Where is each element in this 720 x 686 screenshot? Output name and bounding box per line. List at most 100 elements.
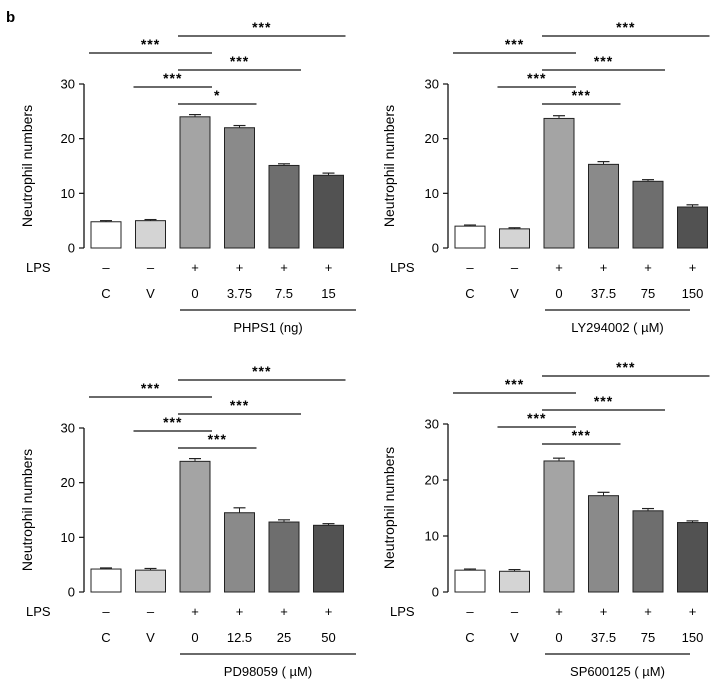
lps-marker: + [325,260,333,275]
significance-label: *** [505,376,524,392]
category-label: 37.5 [591,630,616,645]
lps-marker: + [689,604,697,619]
chart-panel-4: 0 10 20 30 Neutrophil numbers LPS – – + + + + C V 0 37.… [381,359,710,679]
bar-3.75 [224,127,255,249]
lps-row-label: LPS [26,604,51,619]
group-label: SP600125 ( µM) [570,664,665,679]
charts-grid: 0 10 20 30 Neutrophil numbers LPS – – + + + + C V 0 3.7… [19,19,710,679]
y-tick-label: 0 [68,241,75,256]
y-axis-label: Neutrophil numbers [19,449,35,571]
category-label: 150 [682,286,704,301]
bar-V [499,228,530,249]
lps-marker: + [644,604,652,619]
significance-label: *** [163,414,182,430]
lps-marker: – [147,260,155,275]
category-label: C [101,286,110,301]
y-tick-label: 30 [61,77,75,92]
bar-150 [677,522,708,593]
bar-V [135,569,166,593]
bar-37.5 [588,495,619,593]
bar-75 [632,180,664,249]
y-tick-label: 30 [61,421,75,436]
y-axis-label: Neutrophil numbers [19,105,35,227]
lps-marker: + [280,260,288,275]
group-label: PD98059 ( µM) [224,664,312,679]
bar-15 [313,174,344,249]
significance-label: *** [505,36,524,52]
lps-marker: + [191,260,199,275]
significance-label: *** [527,410,546,426]
bar-0 [543,460,575,593]
group-label: PHPS1 (ng) [233,320,302,335]
bar-7.5 [268,164,300,249]
lps-marker: + [555,604,563,619]
y-axis-label: Neutrophil numbers [381,105,397,227]
lps-marker: – [466,260,474,275]
lps-row-label: LPS [26,260,51,275]
bar-V [499,570,530,593]
significance-label: * [214,87,220,103]
significance-label: *** [572,87,591,103]
significance-label: *** [572,427,591,443]
bar-C [454,569,486,593]
bar-0 [543,117,575,249]
y-tick-label: 10 [425,529,439,544]
significance-label: *** [252,19,271,35]
lps-marker: + [600,260,608,275]
category-label: V [510,286,519,301]
category-label: C [101,630,110,645]
category-label: 37.5 [591,286,616,301]
y-tick-label: 20 [61,131,75,146]
chart-panel-1: 0 10 20 30 Neutrophil numbers LPS – – + + + + C V 0 3.7… [19,19,356,335]
bar-C [90,221,122,249]
significance-label: *** [527,70,546,86]
y-tick-label: 0 [432,241,439,256]
significance-label: *** [594,393,613,409]
category-label: 0 [191,286,198,301]
bar-25 [268,521,300,593]
lps-marker: – [102,260,110,275]
y-tick-label: 30 [425,417,439,432]
y-tick-label: 0 [68,585,75,600]
category-label: 0 [555,286,562,301]
bar-V [135,220,166,249]
category-label: C [465,286,474,301]
group-label: LY294002 ( µM) [571,320,664,335]
lps-marker: – [511,260,519,275]
category-label: V [510,630,519,645]
bar-150 [677,206,708,249]
significance-label: *** [252,363,271,379]
lps-row-label: LPS [390,604,415,619]
lps-marker: + [191,604,199,619]
category-label: 0 [555,630,562,645]
lps-marker: + [236,604,244,619]
category-label: 150 [682,630,704,645]
bar-C [454,225,486,249]
lps-marker: – [511,604,519,619]
category-label: V [146,286,155,301]
bar-37.5 [588,163,619,249]
y-tick-label: 10 [425,186,439,201]
significance-label: *** [141,36,160,52]
category-label: 12.5 [227,630,252,645]
category-label: 0 [191,630,198,645]
category-label: 15 [321,286,335,301]
bar-C [90,568,122,593]
significance-label: *** [230,53,249,69]
chart-panel-2: 0 10 20 30 Neutrophil numbers LPS – – + + + + C V 0 37.… [381,19,710,335]
significance-label: *** [594,53,613,69]
lps-marker: + [280,604,288,619]
lps-marker: + [600,604,608,619]
y-tick-label: 30 [425,77,439,92]
category-label: V [146,630,155,645]
category-label: 50 [321,630,335,645]
category-label: 3.75 [227,286,252,301]
significance-label: *** [616,19,635,35]
lps-marker: – [466,604,474,619]
y-tick-label: 20 [61,475,75,490]
bar-12.5 [224,512,255,593]
lps-marker: + [689,260,697,275]
significance-label: *** [230,397,249,413]
y-tick-label: 10 [61,186,75,201]
